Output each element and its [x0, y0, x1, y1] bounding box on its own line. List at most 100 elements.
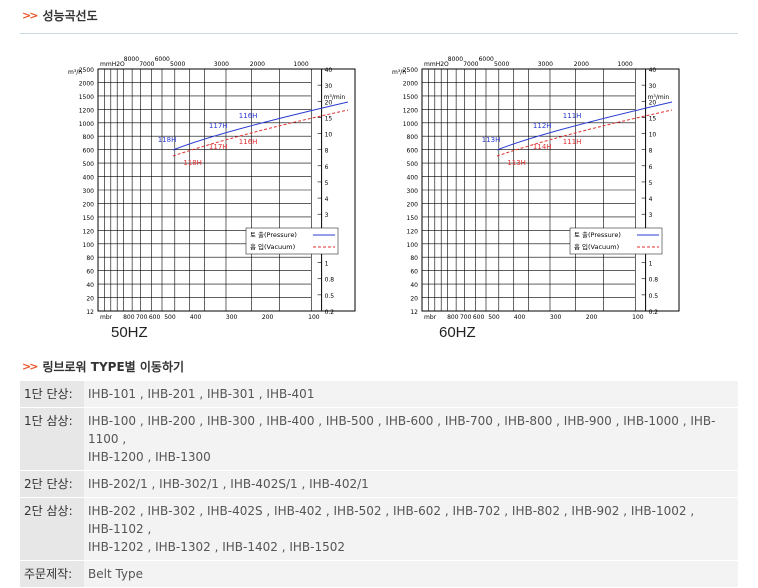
model-list-line[interactable]: IHB-1200 , IHB-1300: [88, 450, 211, 464]
section-header-types[interactable]: >> 링브로워 TYPE별 이동하기: [22, 357, 184, 375]
left-tick-label: 40: [86, 282, 94, 289]
vacuum-curve-label: 117H: [209, 143, 228, 151]
top-tick-label: 2000: [250, 61, 265, 68]
bottom-tick-label: 600: [473, 314, 485, 321]
left-axis-unit: m³/h: [68, 69, 82, 76]
left-tick-label: 2500: [403, 67, 418, 74]
pressure-curve-label: 116H: [239, 112, 258, 120]
table-row: 주문제작: Belt Type: [20, 560, 738, 588]
model-list: Belt Type: [84, 560, 738, 588]
bottom-tick-label: 300: [550, 314, 562, 321]
left-tick-label: 1500: [403, 94, 418, 101]
bottom-tick-label: 700: [136, 314, 148, 321]
vacuum-curve-label: 113H: [507, 159, 526, 167]
pressure-curve-label: 111H: [563, 112, 582, 120]
right-tick-label: 8: [325, 148, 329, 155]
right-tick-label: 20: [325, 99, 333, 106]
left-tick-label: 1000: [403, 121, 418, 128]
chart-legend: 토 출(Pressure) 흡 입(Vacuum): [245, 227, 339, 255]
model-category-label: 1단 단상:: [20, 381, 84, 408]
model-table: 1단 단상: IHB-101 , IHB-201 , IHB-301 , IHB-…: [20, 381, 738, 588]
bottom-tick-label: 400: [514, 314, 526, 321]
bottom-tick-label: 100: [632, 314, 644, 321]
right-tick-label: 40: [649, 67, 657, 74]
double-chevron-icon: >>: [22, 8, 39, 22]
model-list-line[interactable]: Belt Type: [88, 567, 144, 581]
left-tick-label: 1500: [79, 94, 94, 101]
right-tick-label: 1: [649, 261, 653, 268]
pressure-curve-label: 112H: [533, 122, 552, 130]
left-tick-label: 2500: [79, 67, 94, 74]
right-tick-label: 1: [325, 261, 329, 268]
right-tick-label: 6: [325, 164, 329, 171]
model-list-line[interactable]: IHB-1102 ,: [88, 522, 152, 536]
left-tick-label: 1000: [79, 121, 94, 128]
right-tick-label: 6: [649, 164, 653, 171]
left-tick-label: 800: [407, 134, 419, 141]
model-category-label: 2단 삼상:: [20, 497, 84, 561]
left-tick-label: 800: [83, 134, 95, 141]
model-category-label: 1단 삼상:: [20, 407, 84, 471]
right-tick-label: 30: [325, 83, 333, 90]
bottom-tick-label: 200: [586, 314, 598, 321]
model-list-line[interactable]: IHB-202/1 , IHB-302/1 , IHB-402S/1 , IHB…: [88, 477, 369, 491]
model-list-line[interactable]: IHB-202 , IHB-302 , IHB-402S , IHB-402 ,…: [88, 504, 695, 518]
divider: [20, 33, 738, 34]
right-tick-label: 20: [649, 99, 657, 106]
top-tick-label: 8000: [448, 56, 463, 63]
bottom-tick-label: 100: [308, 314, 320, 321]
section-title: 성능곡선도: [42, 8, 98, 23]
top-scale-label: mmH2O: [100, 61, 125, 68]
bottom-tick-label: 700: [460, 314, 472, 321]
top-tick-label: 3000: [214, 61, 229, 68]
chart-frequency-label: 50HZ: [111, 324, 148, 341]
chart-frequency-label: 60HZ: [439, 324, 476, 341]
chart-svg: 2500200015001200100080060050040030020015…: [68, 56, 356, 321]
model-list-line[interactable]: 1100 ,: [88, 432, 127, 446]
table-row: 1단 삼상: IHB-100 , IHB-200 , IHB-300 , IHB-…: [20, 407, 738, 471]
left-tick-label: 20: [86, 296, 94, 303]
right-axis-unit: m³/min: [324, 94, 346, 101]
performance-chart-60hz: 2500 2000 1500 1200 1000 800 600 500 400 300 200 15…: [384, 52, 684, 322]
left-tick-label: 20: [410, 296, 418, 303]
left-tick-label: 300: [407, 188, 419, 195]
top-tick-label: 2000: [574, 61, 589, 68]
left-tick-label: 400: [83, 175, 95, 182]
top-tick-label: 1000: [293, 61, 308, 68]
vacuum-curve: [172, 109, 349, 157]
vacuum-curve-label: 111H: [563, 138, 582, 146]
table-row: 1단 단상: IHB-101 , IHB-201 , IHB-301 , IHB-…: [20, 381, 738, 408]
model-list-line[interactable]: IHB-101 , IHB-201 , IHB-301 , IHB-401: [88, 387, 315, 401]
left-tick-label: 1200: [79, 107, 94, 114]
model-list: IHB-101 , IHB-201 , IHB-301 , IHB-401: [84, 381, 738, 408]
section-title: 링브로워 TYPE별 이동하기: [42, 359, 185, 374]
section-header-performance: >> 성능곡선도: [22, 6, 98, 24]
model-list-line[interactable]: IHB-1202 , IHB-1302 , IHB-1402 , IHB-150…: [88, 540, 345, 554]
left-tick-label: 600: [83, 148, 95, 155]
right-tick-label: 0.8: [325, 277, 335, 284]
model-category-label: 주문제작:: [20, 560, 84, 588]
legend-vacuum-label: 흡 입(Vacuum): [574, 242, 619, 251]
top-tick-label: 5000: [170, 61, 185, 68]
top-scale-label: mmH2O: [424, 61, 449, 68]
model-list-line[interactable]: IHB-100 , IHB-200 , IHB-300 , IHB-400 , …: [88, 414, 716, 428]
left-tick-label: 100: [407, 242, 419, 249]
left-tick-label: 150: [407, 215, 419, 222]
left-tick-label: 600: [407, 148, 419, 155]
right-tick-label: 0.2: [325, 309, 335, 316]
left-tick-label: 60: [86, 269, 94, 276]
left-tick-label: 150: [83, 215, 95, 222]
vacuum-curve-label: 114H: [533, 143, 552, 151]
performance-chart-50hz: 2500 2000 1500 1200 1000 800 600 500 400 300 200 15…: [60, 52, 360, 322]
right-tick-label: 3: [325, 212, 329, 219]
right-tick-label: 0.2: [649, 309, 659, 316]
left-tick-label: 60: [410, 269, 418, 276]
vacuum-curve: [496, 109, 673, 157]
right-tick-label: 0.8: [649, 277, 659, 284]
model-list: IHB-202 , IHB-302 , IHB-402S , IHB-402 ,…: [84, 497, 738, 561]
legend-vacuum-label: 흡 입(Vacuum): [250, 242, 295, 251]
bottom-scale-label: mbr: [424, 314, 437, 321]
left-tick-label: 300: [83, 188, 95, 195]
right-tick-label: 10: [649, 132, 657, 139]
right-tick-label: 8: [649, 148, 653, 155]
